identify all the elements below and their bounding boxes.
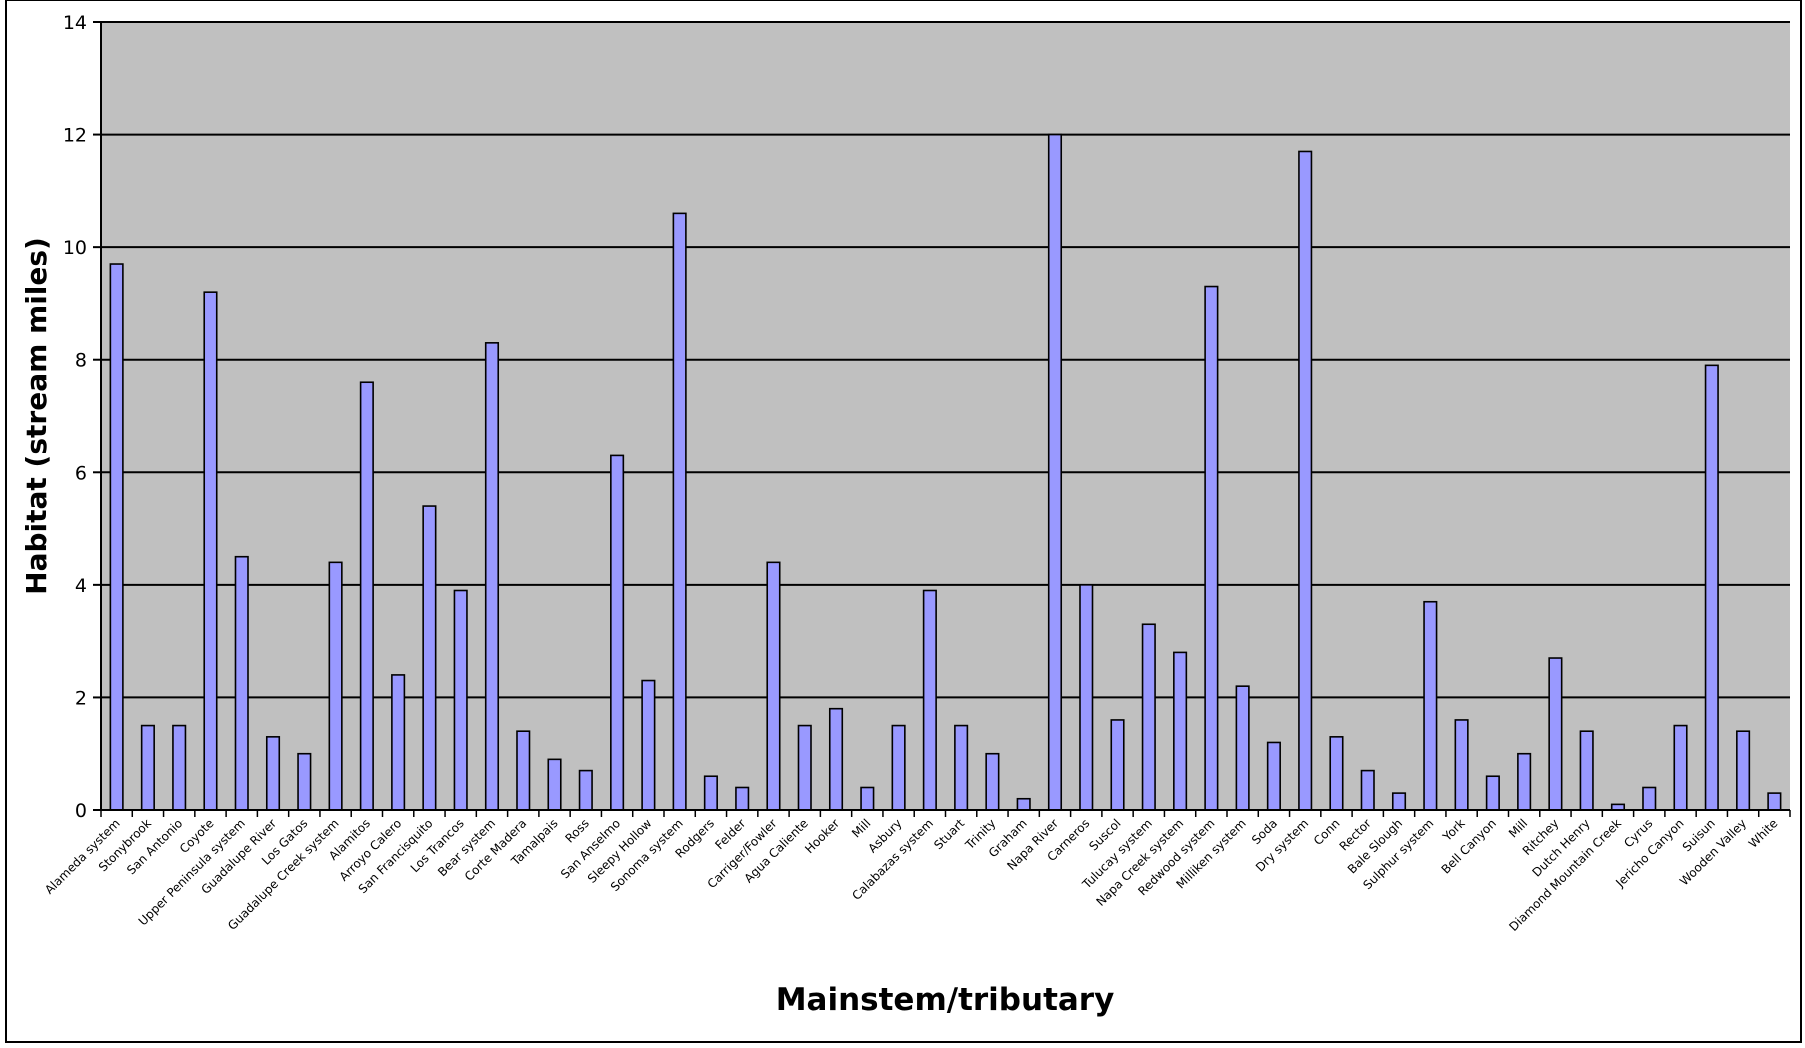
- y-tick-labels: 0 2 4 6 8 10 12 14: [63, 12, 101, 822]
- bar: [1485, 775, 1500, 811]
- bar: [828, 707, 844, 811]
- bar: [297, 752, 312, 811]
- bar: [547, 758, 562, 811]
- bar: [610, 454, 625, 811]
- bar: [797, 724, 812, 811]
- bar: [1391, 792, 1407, 811]
- bar: [234, 555, 249, 811]
- bar: [1079, 584, 1094, 811]
- y-tick-label: 0: [75, 800, 87, 822]
- y-tick-label: 2: [75, 687, 87, 709]
- y-tick-label: 4: [75, 575, 87, 597]
- bar: [735, 786, 750, 811]
- bar: [453, 589, 468, 811]
- bar: [359, 381, 374, 811]
- bar: [1047, 133, 1063, 811]
- bar: [1235, 685, 1250, 811]
- y-tick-label: 12: [63, 125, 87, 147]
- bar: [1736, 730, 1751, 811]
- bar: [1204, 285, 1219, 811]
- y-axis-label: Habitat (stream miles): [20, 237, 53, 595]
- gridlines: [101, 21, 1790, 699]
- bar: [109, 263, 124, 811]
- bar: [1141, 623, 1156, 811]
- bar: [954, 724, 969, 811]
- bar: [328, 561, 343, 811]
- bar: [1360, 769, 1375, 811]
- bar: [1642, 786, 1657, 811]
- bar: [641, 679, 656, 811]
- bar: [1673, 724, 1688, 811]
- bar: [1579, 730, 1594, 811]
- bar: [265, 736, 281, 811]
- bar: [891, 724, 906, 811]
- bar: [1704, 364, 1719, 811]
- x-axis-label: Mainstem/tributary: [776, 982, 1115, 1018]
- bar: [578, 769, 593, 811]
- bar: [1767, 792, 1782, 811]
- bar: [1173, 651, 1188, 811]
- plot-area: [101, 22, 1790, 810]
- bar: [672, 212, 687, 811]
- y-tick-label: 10: [63, 237, 87, 259]
- bar: [484, 342, 500, 811]
- bar: [1329, 736, 1344, 811]
- y-tick-label: 6: [75, 462, 87, 484]
- bar: [860, 786, 875, 811]
- bar: [703, 775, 718, 811]
- bar: [203, 291, 218, 811]
- bar: [985, 752, 1000, 811]
- bar: [391, 674, 406, 811]
- bar: [1298, 150, 1313, 811]
- y-tick-label: 8: [75, 350, 87, 372]
- bar: [172, 724, 187, 811]
- bar: [1454, 719, 1469, 811]
- bar: [140, 724, 155, 811]
- bar: [1266, 741, 1281, 811]
- bar: [1548, 657, 1563, 811]
- bar: [422, 505, 437, 811]
- bar: [516, 730, 531, 811]
- bar: [766, 561, 781, 811]
- bar: [1517, 752, 1532, 811]
- bar: [1110, 719, 1125, 811]
- bar: [1423, 600, 1438, 811]
- y-tick-label: 14: [63, 12, 87, 34]
- bar: [922, 589, 937, 811]
- bar: [1016, 797, 1031, 811]
